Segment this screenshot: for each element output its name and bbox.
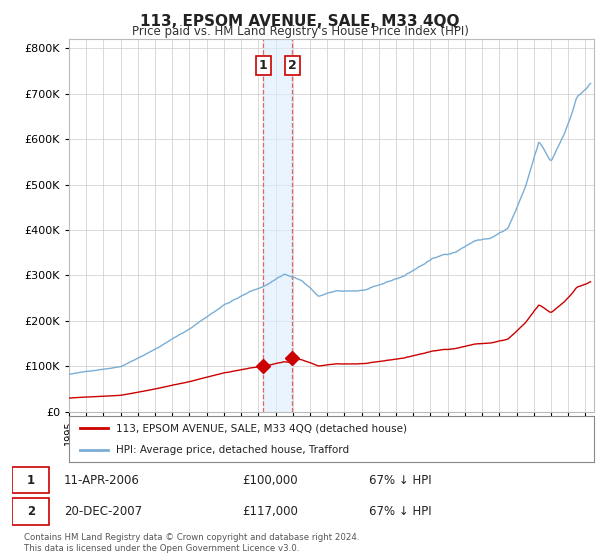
Text: 11-APR-2006: 11-APR-2006 (64, 474, 140, 487)
Text: £100,000: £100,000 (242, 474, 298, 487)
Text: Price paid vs. HM Land Registry's House Price Index (HPI): Price paid vs. HM Land Registry's House … (131, 25, 469, 38)
Text: 113, EPSOM AVENUE, SALE, M33 4QQ (detached house): 113, EPSOM AVENUE, SALE, M33 4QQ (detach… (116, 423, 407, 433)
Text: 67% ↓ HPI: 67% ↓ HPI (369, 474, 432, 487)
FancyBboxPatch shape (12, 498, 49, 525)
Text: HPI: Average price, detached house, Trafford: HPI: Average price, detached house, Traf… (116, 445, 349, 455)
Text: 113, EPSOM AVENUE, SALE, M33 4QQ: 113, EPSOM AVENUE, SALE, M33 4QQ (140, 14, 460, 29)
FancyBboxPatch shape (12, 467, 49, 493)
Text: 67% ↓ HPI: 67% ↓ HPI (369, 505, 432, 518)
Text: 2: 2 (26, 505, 35, 518)
Bar (263, 39, 292, 412)
Text: 2: 2 (288, 59, 296, 72)
Text: 20-DEC-2007: 20-DEC-2007 (64, 505, 142, 518)
Text: £117,000: £117,000 (242, 505, 298, 518)
Text: 1: 1 (259, 59, 268, 72)
Text: 1: 1 (26, 474, 35, 487)
Text: Contains HM Land Registry data © Crown copyright and database right 2024.
This d: Contains HM Land Registry data © Crown c… (24, 533, 359, 553)
